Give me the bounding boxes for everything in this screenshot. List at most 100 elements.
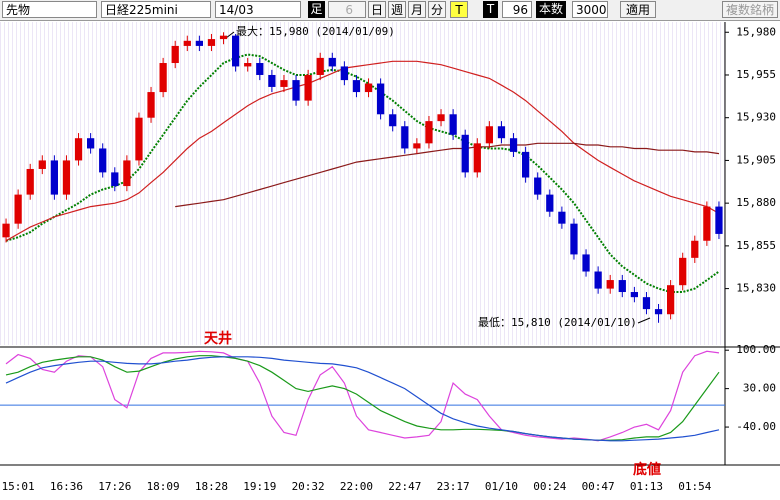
candle-body — [401, 126, 409, 149]
candle-body — [304, 74, 312, 101]
y-tick-label: 15,955 — [736, 68, 776, 81]
contract-select[interactable]: 14/03 — [215, 1, 301, 18]
multi-button[interactable]: 複数銘柄 — [722, 1, 778, 18]
candle-body — [2, 223, 10, 238]
y-tick-label: -40.00 — [736, 420, 776, 433]
candle-body — [606, 280, 614, 289]
annotation-max: 最大：15,980 (2014/01/09) — [236, 24, 395, 38]
candle-body — [232, 35, 240, 67]
annotation-top: 天井 — [204, 330, 232, 347]
candle-body — [26, 168, 34, 195]
t-label: T — [483, 1, 498, 18]
minute-button[interactable]: 分 — [428, 1, 446, 18]
candle-body — [268, 74, 276, 87]
candle-body — [654, 309, 663, 315]
candle-body — [715, 206, 723, 234]
t-count[interactable]: 96 — [502, 1, 532, 18]
annotation-leader — [225, 31, 235, 39]
candle-body — [534, 177, 542, 195]
candle-body — [38, 160, 46, 169]
candle-body — [195, 40, 203, 46]
tick-button[interactable]: T — [450, 1, 468, 18]
y-tick-label: 100.00 — [736, 343, 776, 356]
candle-body — [497, 126, 506, 139]
candle-body — [618, 280, 626, 293]
x-tick-label: 01:13 — [630, 480, 663, 493]
x-tick-label: 23:17 — [437, 480, 470, 493]
y-tick-label: 15,830 — [736, 282, 776, 295]
y-tick-label: 15,980 — [736, 25, 776, 38]
candle-body — [135, 117, 143, 161]
minutes-input[interactable]: 6 — [328, 1, 366, 18]
series-line — [5, 60, 720, 242]
month-button[interactable]: 月 — [408, 1, 426, 18]
candle-body — [292, 80, 300, 101]
apply-button[interactable]: 適用 — [620, 1, 656, 18]
candle-body — [570, 223, 578, 255]
candle-body — [171, 45, 179, 64]
annotation-leader — [637, 317, 651, 324]
x-tick-label: 17:26 — [98, 480, 131, 493]
candle-body — [50, 160, 58, 195]
y-tick-label: 30.00 — [743, 382, 776, 395]
series-line — [5, 355, 720, 441]
y-tick-label: 15,855 — [736, 239, 776, 252]
series-line — [5, 350, 720, 442]
candle-body — [183, 40, 191, 46]
candle-body — [364, 83, 373, 93]
candle-body — [219, 35, 228, 40]
candle-body — [352, 80, 361, 93]
candle-body — [14, 194, 22, 224]
candle-body — [244, 63, 252, 67]
candle-body — [546, 194, 554, 212]
x-tick-label: 18:28 — [195, 480, 228, 493]
market-select[interactable]: 先物 — [2, 1, 97, 18]
candle-body — [207, 39, 216, 46]
candle-body — [123, 160, 131, 187]
bar-label: 足 — [308, 1, 325, 18]
x-tick-label: 19:19 — [243, 480, 276, 493]
x-tick-label: 00:24 — [533, 480, 566, 493]
x-tick-label: 00:47 — [582, 480, 615, 493]
candle-body — [413, 143, 421, 149]
candle-body — [389, 114, 397, 127]
candle-body — [280, 80, 288, 87]
series-line — [175, 142, 720, 208]
candle-body — [522, 151, 530, 178]
toolbar: 先物 日経225mini 14/03 足 6 日 週 月 分 T T 96 本数… — [0, 0, 780, 21]
y-tick-label: 15,930 — [736, 111, 776, 124]
x-tick-label: 01/10 — [485, 480, 518, 493]
count-label: 本数 — [536, 1, 566, 18]
candle-body — [485, 126, 493, 144]
candle-body — [461, 134, 469, 173]
x-tick-label: 18:09 — [147, 480, 180, 493]
symbol-select[interactable]: 日経225mini — [101, 1, 211, 18]
candle-body — [328, 57, 336, 67]
candle-body — [437, 114, 445, 122]
candle-body — [159, 63, 167, 93]
week-button[interactable]: 週 — [388, 1, 406, 18]
candle-body — [99, 148, 107, 173]
candle-body — [473, 143, 481, 173]
candle-body — [62, 160, 71, 195]
candle-body — [111, 172, 119, 187]
candle-body — [509, 138, 518, 152]
candle-body — [703, 206, 711, 241]
x-tick-label: 15:01 — [2, 480, 35, 493]
candle-body — [449, 114, 457, 135]
x-tick-label: 22:47 — [388, 480, 421, 493]
candle-body — [679, 257, 687, 286]
y-tick-label: 15,905 — [736, 153, 776, 166]
candle-body — [691, 240, 699, 258]
y-tick-label: 15,880 — [736, 196, 776, 209]
candle-body — [316, 57, 324, 75]
candle-body — [594, 271, 602, 289]
day-button[interactable]: 日 — [368, 1, 386, 18]
x-tick-label: 16:36 — [50, 480, 83, 493]
count-input[interactable]: 3000 — [572, 1, 608, 18]
candle-body — [147, 92, 155, 118]
candle-body — [340, 66, 348, 81]
candle-body — [667, 285, 675, 315]
